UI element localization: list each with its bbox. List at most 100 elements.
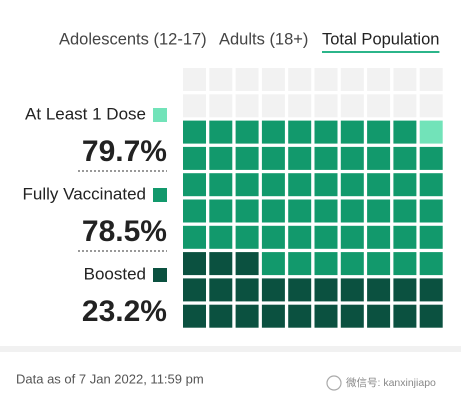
legend-swatch bbox=[153, 268, 167, 282]
waffle-cell bbox=[340, 120, 364, 144]
waffle-cell bbox=[261, 304, 285, 328]
waffle-cell bbox=[235, 252, 259, 276]
legend-swatch bbox=[153, 108, 167, 122]
waffle-cell bbox=[209, 304, 233, 328]
waffle-cell bbox=[209, 199, 233, 223]
waffle-cell bbox=[314, 278, 338, 302]
footer-note: Data as of 7 Jan 2022, 11:59 pm bbox=[16, 371, 204, 386]
waffle-cell bbox=[288, 173, 312, 197]
empty-cell bbox=[235, 94, 259, 118]
waffle-cell bbox=[261, 199, 285, 223]
waffle-cell bbox=[419, 199, 443, 223]
empty-cell bbox=[419, 68, 443, 91]
waffle-cell bbox=[393, 252, 417, 276]
waffle-cell bbox=[288, 199, 312, 223]
waffle-cell bbox=[419, 252, 443, 276]
waffle-cell bbox=[419, 225, 443, 249]
waffle-cell bbox=[261, 278, 285, 302]
legend-swatch bbox=[153, 188, 167, 202]
waffle-cell bbox=[340, 225, 364, 249]
waffle-cell bbox=[367, 252, 391, 276]
waffle-cell bbox=[261, 146, 285, 170]
waffle-grid bbox=[183, 68, 443, 328]
waffle-cell bbox=[419, 146, 443, 170]
waffle-cell bbox=[183, 304, 206, 328]
empty-cell bbox=[367, 68, 391, 91]
empty-cell bbox=[261, 94, 285, 118]
tab[interactable]: Adolescents (12-17) bbox=[59, 30, 207, 48]
empty-cell bbox=[209, 68, 233, 91]
waffle-cell bbox=[209, 252, 233, 276]
waffle-cell bbox=[314, 173, 338, 197]
waffle-cell bbox=[393, 278, 417, 302]
waffle-cell bbox=[235, 199, 259, 223]
waffle-cell bbox=[314, 146, 338, 170]
waffle-cell bbox=[183, 173, 206, 197]
waffle-cell bbox=[183, 278, 206, 302]
waffle-cell bbox=[393, 120, 417, 144]
tab[interactable]: Adults (18+) bbox=[219, 30, 308, 48]
waffle-cell bbox=[367, 146, 391, 170]
waffle-cell bbox=[288, 225, 312, 249]
waffle-cell bbox=[314, 199, 338, 223]
tab[interactable]: Total Population bbox=[322, 30, 439, 48]
waffle-cell bbox=[183, 120, 206, 144]
legend: At Least 1 Dose 79.7% Fully Vaccinated 78.5… bbox=[23, 104, 167, 328]
waffle-cell bbox=[209, 173, 233, 197]
waffle-cell bbox=[419, 120, 443, 144]
empty-cell bbox=[367, 94, 391, 118]
waffle-cell bbox=[288, 252, 312, 276]
waffle-cell bbox=[367, 173, 391, 197]
waffle-cell bbox=[261, 252, 285, 276]
waffle-cell bbox=[314, 252, 338, 276]
empty-cell bbox=[340, 94, 364, 118]
tab-bar: Adolescents (12-17) Adults (18+) Total Pop… bbox=[59, 30, 440, 53]
waffle-cell bbox=[209, 278, 233, 302]
waffle-cell bbox=[419, 304, 443, 328]
waffle-cell bbox=[367, 199, 391, 223]
waffle-cell bbox=[340, 199, 364, 223]
waffle-cell bbox=[235, 146, 259, 170]
empty-cell bbox=[393, 68, 417, 91]
waffle-cell bbox=[314, 225, 338, 249]
waffle-cell bbox=[209, 146, 233, 170]
empty-cell bbox=[419, 94, 443, 118]
waffle-cell bbox=[235, 173, 259, 197]
waffle-cell bbox=[340, 252, 364, 276]
waffle-cell bbox=[235, 120, 259, 144]
waffle-cell bbox=[261, 120, 285, 144]
footer-divider bbox=[0, 346, 461, 352]
waffle-cell bbox=[367, 120, 391, 144]
waffle-cell bbox=[340, 278, 364, 302]
waffle-cell bbox=[288, 278, 312, 302]
waffle-cell bbox=[288, 146, 312, 170]
waffle-cell bbox=[393, 173, 417, 197]
empty-cell bbox=[183, 68, 206, 91]
value-label: 78.5% bbox=[82, 215, 167, 248]
watermark-icon bbox=[326, 375, 342, 391]
waffle-cell bbox=[367, 278, 391, 302]
waffle-cell bbox=[419, 278, 443, 302]
empty-cell bbox=[235, 68, 259, 91]
waffle-cell bbox=[367, 304, 391, 328]
waffle-cell bbox=[235, 278, 259, 302]
waffle-cell bbox=[340, 304, 364, 328]
waffle-cell bbox=[314, 120, 338, 144]
waffle-cell bbox=[183, 252, 206, 276]
empty-cell bbox=[288, 68, 312, 91]
waffle-cell bbox=[393, 199, 417, 223]
value-label: 79.7% bbox=[82, 135, 167, 168]
category-label: Boosted bbox=[84, 264, 146, 283]
watermark: 微信号: kanxinjiapo bbox=[346, 376, 436, 389]
waffle-cell bbox=[209, 120, 233, 144]
waffle-cell bbox=[183, 146, 206, 170]
category-label: At Least 1 Dose bbox=[25, 104, 146, 123]
waffle-cell bbox=[340, 146, 364, 170]
waffle-cell bbox=[340, 173, 364, 197]
waffle-cell bbox=[261, 225, 285, 249]
waffle-cell bbox=[288, 304, 312, 328]
waffle-cell bbox=[314, 304, 338, 328]
category-label: Fully Vaccinated bbox=[23, 184, 146, 203]
waffle-cell bbox=[419, 173, 443, 197]
